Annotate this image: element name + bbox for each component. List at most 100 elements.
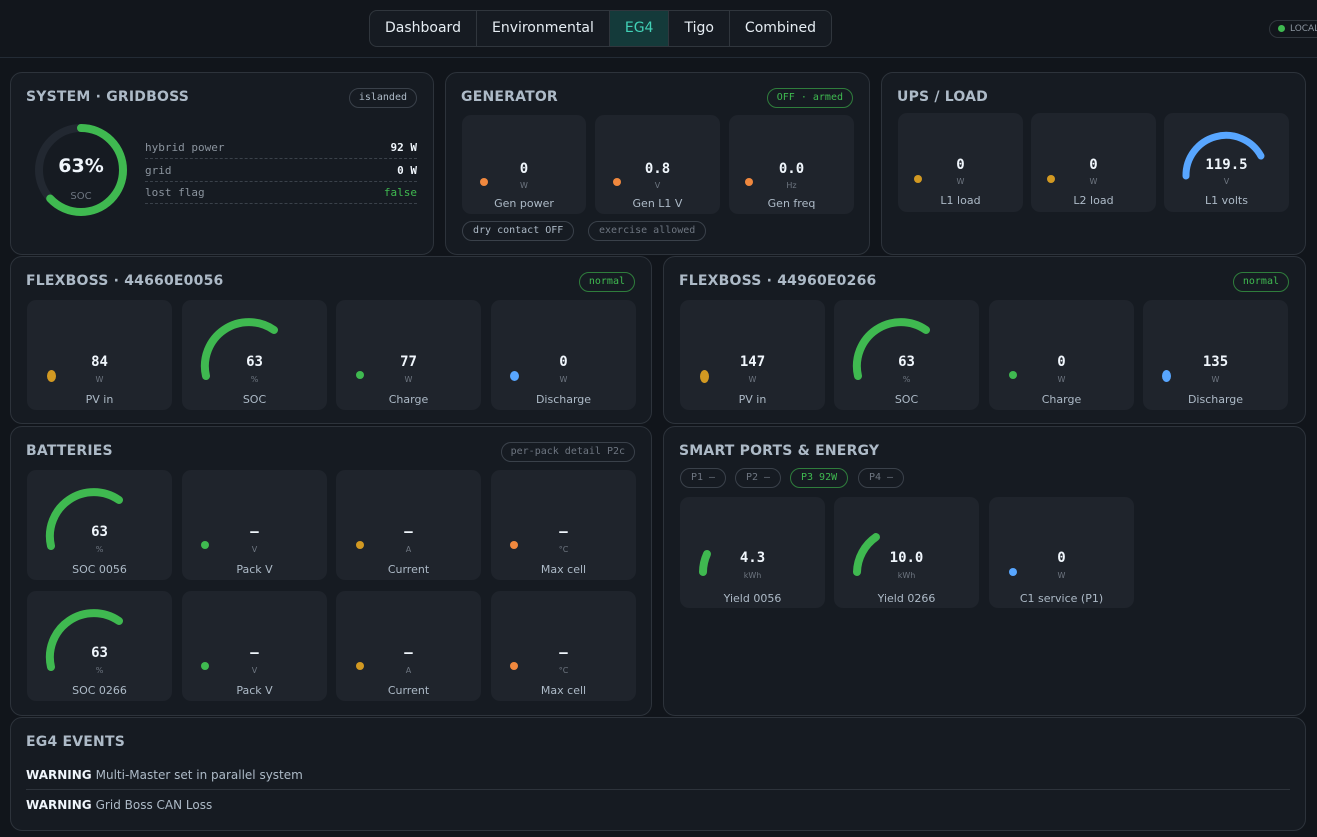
kv-value: false: [383, 186, 417, 199]
metric-tile: 63 % SOC 0266: [27, 591, 172, 701]
metric-value: —: [404, 645, 413, 661]
metric-value: —: [559, 524, 568, 540]
tab-environmental[interactable]: Environmental: [477, 11, 610, 46]
indicator-dot-icon: [201, 662, 209, 670]
tab-eg4[interactable]: EG4: [609, 11, 670, 46]
metric-unit: W: [95, 375, 104, 384]
panel-title: UPS / LOAD: [897, 89, 988, 105]
event-text: Multi-Master set in parallel system: [95, 768, 303, 782]
metric-value: —: [250, 524, 259, 540]
panel-title: GENERATOR: [461, 89, 558, 105]
flexboss-0266-panel: FLEXBOSS · 44960E0266 normal 147 W PV in…: [663, 256, 1306, 424]
panel-title: FLEXBOSS · 44960E0266: [679, 273, 877, 289]
tab-combined[interactable]: Combined: [744, 20, 817, 36]
metric-tile: 84 W PV in: [27, 300, 172, 410]
kv-value: 0 W: [397, 164, 417, 177]
metric-value: —: [404, 524, 413, 540]
metric-tile: 119.5 V L1 volts: [1164, 113, 1289, 212]
metric-label: Gen power: [494, 197, 554, 210]
indicator-dot-icon: [613, 178, 621, 186]
metric-value: 0: [1089, 157, 1098, 173]
kv-value: 92 W: [390, 141, 418, 154]
metric-tile: — °C Max cell: [491, 591, 636, 701]
metric-unit: W: [520, 181, 528, 190]
status-badge: islanded: [348, 88, 417, 108]
soc-label: SOC: [70, 191, 92, 202]
metric-value: 63: [91, 524, 108, 540]
event-text: Grid Boss CAN Loss: [95, 798, 213, 812]
metric-label: PV in: [738, 393, 767, 406]
indicator-dot-icon: [356, 662, 364, 670]
smart-ports-panel: SMART PORTS & ENERGY P1 — P2 — P3 92W P4…: [663, 426, 1306, 716]
metric-value: 119.5: [1205, 157, 1248, 173]
metric-label: Max cell: [540, 684, 587, 697]
metric-unit: W: [956, 177, 965, 186]
indicator-dot-icon: [510, 371, 519, 381]
indicator-dot-icon: [510, 662, 518, 670]
generator-panel: GENERATOR OFF · armed 0 W Gen power 0.8 …: [445, 72, 870, 255]
status-dot-icon: [1278, 25, 1285, 32]
metric-label: Gen freq: [767, 197, 816, 210]
port-chip-p2[interactable]: P2 —: [735, 468, 782, 488]
metric-value: —: [250, 645, 259, 661]
indicator-dot-icon: [700, 370, 709, 383]
metric-unit: °C: [558, 545, 569, 554]
indicator-dot-icon: [47, 370, 56, 382]
voltage-arc-gauge: [1182, 131, 1265, 180]
soc-ring-gauge: [35, 124, 127, 216]
kv-key: lost flag: [145, 186, 205, 199]
soc-arc-gauge: [852, 318, 930, 380]
indicator-dot-icon: [480, 178, 488, 186]
panel-title: SYSTEM · GRIDBOSS: [26, 89, 190, 105]
metric-tile: — V Pack V: [182, 591, 327, 701]
metric-value: —: [559, 645, 568, 661]
kv-key: grid: [145, 164, 172, 177]
metric-value: 0: [1057, 354, 1066, 370]
metric-tile: 0 W Discharge: [491, 300, 636, 410]
metric-tile: — A Current: [336, 591, 481, 701]
batteries-panel: BATTERIES per-pack detail P2c 63 % SOC 0…: [10, 426, 652, 716]
metric-label: Max cell: [540, 563, 587, 576]
metric-unit: Hz: [786, 181, 797, 190]
panel-title: BATTERIES: [26, 443, 113, 459]
metric-unit: °C: [558, 666, 569, 675]
soc-value: 63%: [58, 155, 104, 177]
metric-label: Current: [387, 563, 430, 576]
metric-label: Discharge: [1187, 393, 1244, 406]
port-chip-p4[interactable]: P4 —: [858, 468, 905, 488]
tab-dashboard[interactable]: Dashboard: [370, 11, 477, 46]
metric-value: 63: [246, 354, 263, 370]
yield-arc-gauge: [853, 533, 880, 576]
metric-tile: 0.8 V Gen L1 V: [595, 115, 720, 214]
metric-value: 0: [956, 157, 965, 173]
dry-contact-chip: dry contact OFF: [462, 221, 575, 241]
port-chip-p3[interactable]: P3 92W: [790, 468, 849, 488]
soc-arc-gauge: [200, 318, 278, 380]
metric-tile: 0 W Gen power: [462, 115, 586, 214]
metric-label: Gen L1 V: [632, 197, 683, 210]
metric-label: Yield 0056: [723, 592, 782, 605]
yield-arc-gauge: [699, 550, 711, 576]
metric-tile: 77 W Charge: [336, 300, 481, 410]
metric-tile: 63 % SOC: [834, 300, 979, 410]
event-level: WARNING: [26, 768, 92, 782]
metric-value: 63: [898, 354, 915, 370]
metric-tile: 63 % SOC: [182, 300, 327, 410]
metric-value: 0.0: [778, 161, 805, 177]
kv-row-lost-flag: lost flag false: [145, 182, 417, 204]
ups-load-panel: UPS / LOAD 0 W L1 load 0 W L2 load 119.5…: [881, 72, 1306, 255]
metric-label: L2 load: [1073, 194, 1114, 207]
tab-tigo[interactable]: Tigo: [669, 11, 730, 46]
metric-label: Pack V: [236, 684, 273, 697]
event-level: WARNING: [26, 798, 92, 812]
metric-unit: kWh: [743, 571, 762, 580]
port-chip-p1[interactable]: P1 —: [680, 468, 727, 488]
metric-unit: %: [902, 375, 911, 384]
metric-tile: 135 W Discharge: [1143, 300, 1288, 410]
metric-tile: 0 W C1 service (P1): [989, 497, 1134, 608]
indicator-dot-icon: [201, 541, 209, 549]
metric-unit: %: [95, 666, 104, 675]
top-bar: Dashboard Environmental EG4 Tigo Combine…: [0, 0, 1317, 58]
metric-unit: W: [1089, 177, 1098, 186]
status-badge: normal: [578, 272, 635, 292]
